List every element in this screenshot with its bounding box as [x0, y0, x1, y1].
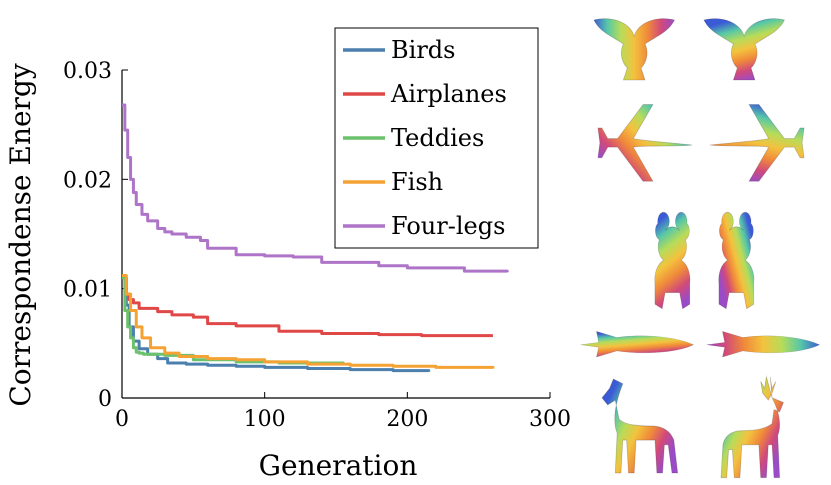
legend-label: Fish — [391, 168, 443, 196]
x-axis-title: Generation — [259, 449, 418, 482]
legend-label: Four-legs — [391, 212, 505, 240]
legend-label: Birds — [391, 36, 455, 64]
horse-source-shape — [585, 372, 689, 480]
y-tick-label: 0.03 — [63, 59, 112, 84]
airplane-source-shape — [594, 96, 702, 194]
x-tick-label: 0 — [115, 407, 129, 432]
fish-source-shape — [574, 318, 698, 374]
airplane-target-shape — [700, 96, 808, 194]
teddy-target-shape — [700, 205, 780, 311]
correspondence-energy-chart: 0 0.01 0.02 0.03 0 100 200 300 Correspondense … — [4, 27, 570, 482]
legend-label: Teddies — [391, 124, 484, 152]
x-tick-label: 300 — [529, 407, 570, 432]
x-ticks: 0 100 200 300 — [115, 392, 570, 432]
teddy-source-shape — [636, 205, 716, 311]
deer-target-shape — [704, 372, 808, 480]
bird-target-shape — [700, 6, 808, 98]
series-line-teddies — [122, 276, 345, 365]
axes — [121, 70, 550, 399]
y-tick-label: 0.02 — [63, 168, 112, 193]
legend: Birds Airplanes Teddies Fish Four-legs — [334, 27, 539, 249]
series-layer — [122, 103, 509, 373]
y-tick-label: 0.01 — [63, 278, 112, 303]
y-axis-title: Correspondense Energy — [4, 63, 37, 407]
fish-target-shape — [700, 318, 824, 374]
x-tick-label: 100 — [244, 407, 286, 432]
bird-source-shape — [590, 6, 698, 98]
series-line-airplanes — [122, 276, 493, 338]
legend-label: Airplanes — [390, 80, 507, 108]
y-tick-label: 0 — [98, 387, 112, 412]
y-ticks: 0 0.01 0.02 0.03 — [63, 59, 128, 412]
series-line-birds — [122, 276, 431, 373]
series-line-four-legs — [122, 103, 509, 273]
series-line-fish — [122, 274, 495, 369]
x-tick-label: 200 — [386, 407, 428, 432]
